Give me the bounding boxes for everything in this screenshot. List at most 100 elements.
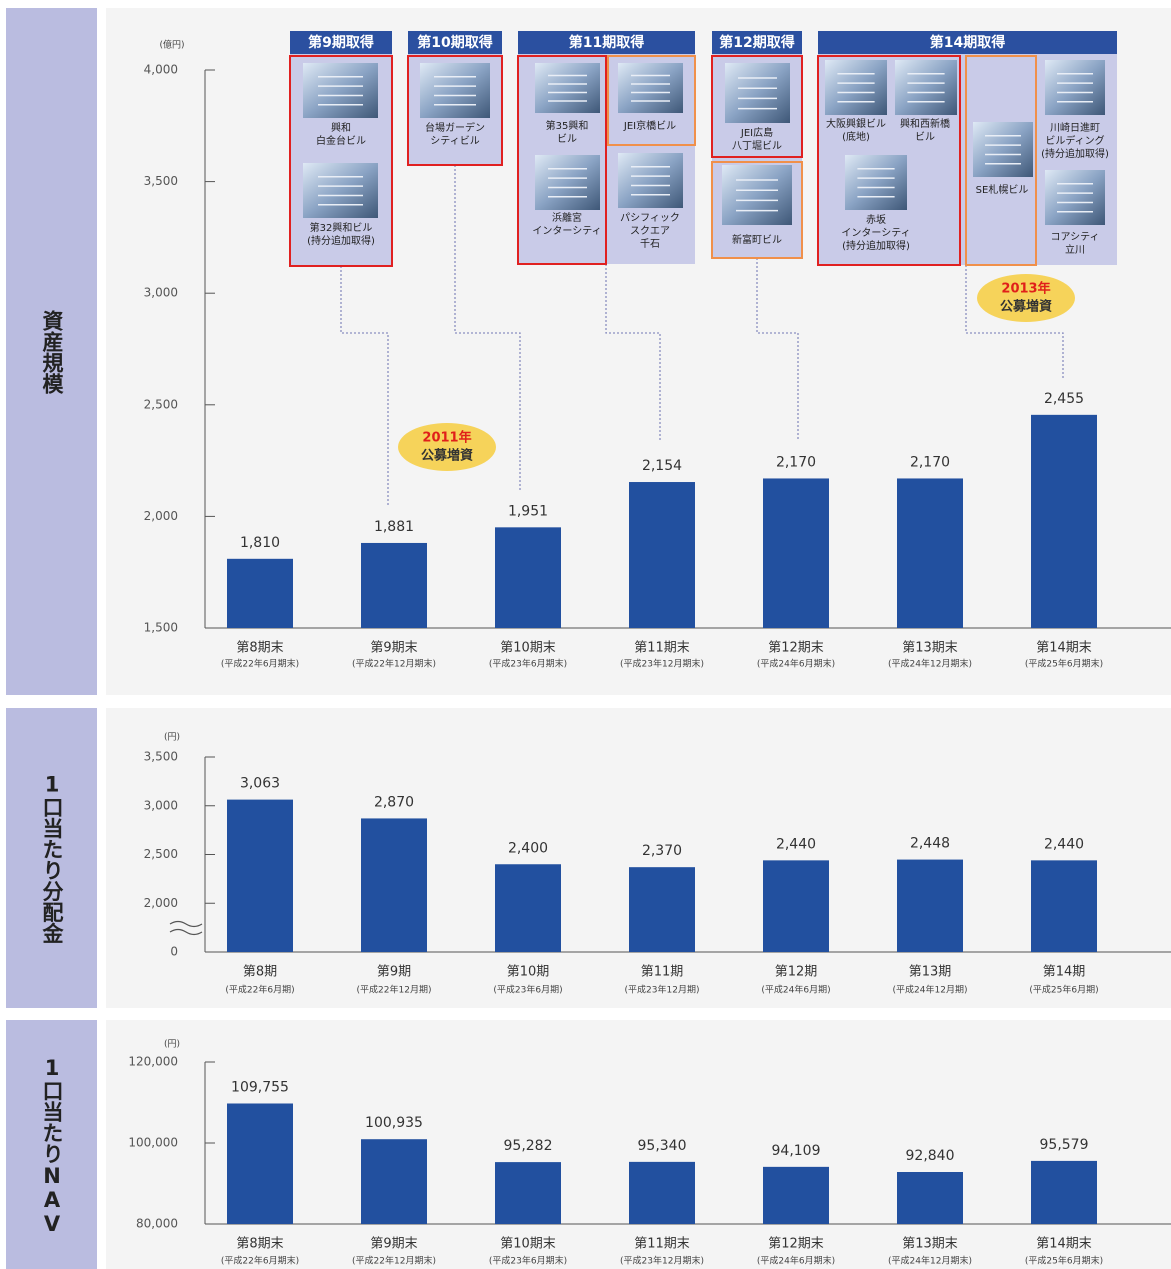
axis-break	[169, 920, 203, 936]
badge-text: 2011年	[422, 430, 471, 446]
y-tick-label: 120,000	[128, 1055, 178, 1069]
bar	[763, 478, 829, 628]
x-tick-label: 第13期	[909, 965, 952, 980]
building-name: 第32興和ビル	[310, 221, 373, 234]
value-label: 95,282	[504, 1138, 553, 1154]
building-photo	[722, 165, 792, 225]
y-tick-label: 2,500	[144, 847, 178, 861]
building-name: 大阪興銀ビル	[826, 117, 886, 130]
building-name: 白金台ビル	[316, 134, 366, 147]
y-tick-label: 3,500	[144, 750, 178, 764]
acquisition-title: 第11期取得	[569, 34, 644, 51]
x-tick-label: 第13期末	[902, 641, 958, 656]
building-name: シティビル	[430, 135, 479, 147]
value-label: 2,455	[1044, 391, 1084, 407]
acquisition-header	[712, 31, 802, 54]
building-name: ビル	[557, 133, 577, 145]
unit-label: (億円)	[159, 39, 184, 51]
value-label: 109,755	[231, 1079, 289, 1095]
value-label: 2,170	[776, 454, 816, 470]
acquisition-title: 第14期取得	[930, 34, 1005, 51]
value-label: 94,109	[772, 1143, 821, 1159]
y-tick-label: 2,000	[144, 509, 178, 523]
building-name: 浜離宮	[552, 211, 582, 224]
bar	[897, 859, 963, 952]
building-name: 興和	[331, 122, 351, 134]
building-name: (底地)	[842, 130, 870, 143]
x-tick-label: 第12期末	[768, 1237, 824, 1252]
value-label: 2,440	[776, 836, 816, 852]
acquisition-header	[518, 31, 695, 54]
x-tick-label: 第11期末	[634, 1237, 690, 1252]
building-name: 台場ガーデン	[425, 121, 485, 134]
building-photo	[845, 155, 907, 210]
badge-text: 公募増資	[1000, 299, 1052, 315]
y-tick-label: 80,000	[136, 1217, 178, 1231]
x-tick-label: 第10期	[507, 965, 550, 980]
value-label: 2,448	[910, 836, 950, 852]
y-tick-label: 0	[170, 945, 178, 959]
bar	[763, 1166, 829, 1224]
y-tick-label: 1,500	[144, 621, 178, 635]
building-name: スクエア	[630, 225, 670, 237]
x-sub-label: (平成23年12月期末)	[620, 658, 704, 670]
x-sub-label: (平成23年12月期末)	[620, 1255, 704, 1267]
unit-label: (円)	[164, 732, 180, 743]
x-tick-label: 第11期	[641, 965, 684, 980]
x-sub-label: (平成22年12月期末)	[352, 1255, 436, 1267]
building-photo	[725, 63, 790, 123]
bar	[763, 860, 829, 952]
value-label: 1,810	[240, 535, 280, 551]
building-name: 千石	[640, 238, 660, 250]
building-name: パシフィック	[620, 212, 680, 224]
bar	[1031, 1160, 1097, 1224]
bar	[897, 1171, 963, 1224]
value-label: 2,154	[642, 458, 682, 474]
building-name: 八丁堀ビル	[732, 140, 782, 152]
building-name: 立川	[1065, 243, 1085, 256]
building-name: 興和西新橋	[900, 117, 950, 130]
y-tick-label: 3,000	[144, 798, 178, 812]
x-tick-label: 第9期末	[370, 1237, 417, 1252]
acquisition-title: 第12期取得	[719, 34, 794, 51]
x-sub-label: (平成23年6月期)	[493, 984, 562, 996]
building-name: ビルディング	[1045, 134, 1104, 147]
x-sub-label: (平成22年6月期末)	[221, 658, 299, 670]
bar	[227, 558, 293, 628]
x-tick-label: 第8期	[243, 965, 277, 980]
acquisition-frame	[965, 55, 1037, 266]
bar	[629, 867, 695, 952]
building-photo	[973, 122, 1033, 177]
x-tick-label: 第13期末	[902, 1237, 958, 1252]
building-name: JEI広島	[740, 126, 773, 139]
x-tick-label: 第12期末	[768, 641, 824, 656]
y-tick-label: 4,000	[144, 63, 178, 77]
x-sub-label: (平成24年6月期末)	[757, 658, 835, 670]
building-name: (持分追加取得)	[842, 239, 910, 252]
x-sub-label: (平成23年12月期)	[625, 984, 700, 996]
value-label: 95,579	[1040, 1137, 1089, 1153]
side-label: 1口当たりNAV	[40, 1056, 64, 1236]
side-panel	[6, 708, 97, 1008]
building-name: 第35興和	[546, 119, 589, 132]
x-sub-label: (平成22年12月期末)	[352, 658, 436, 670]
acquisition-frame	[407, 55, 503, 166]
acquisition-frame	[289, 55, 393, 267]
value-label: 2,370	[642, 843, 682, 859]
building-photo	[1045, 170, 1105, 225]
x-tick-label: 第10期末	[500, 641, 556, 656]
x-tick-label: 第9期末	[370, 641, 417, 656]
acquisition-header	[818, 31, 1117, 54]
building-name: 新富町ビル	[732, 233, 782, 246]
x-tick-label: 第10期末	[500, 1237, 556, 1252]
side-panel	[6, 1020, 97, 1269]
bar	[629, 1161, 695, 1224]
building-name: (持分追加取得)	[1041, 147, 1109, 160]
y-tick-label: 100,000	[128, 1136, 178, 1150]
bar	[361, 542, 427, 628]
acquisition-title: 第9期取得	[308, 34, 374, 51]
x-tick-label: 第9期	[377, 965, 411, 980]
value-label: 2,870	[374, 794, 414, 810]
x-tick-label: 第8期末	[236, 1237, 283, 1252]
